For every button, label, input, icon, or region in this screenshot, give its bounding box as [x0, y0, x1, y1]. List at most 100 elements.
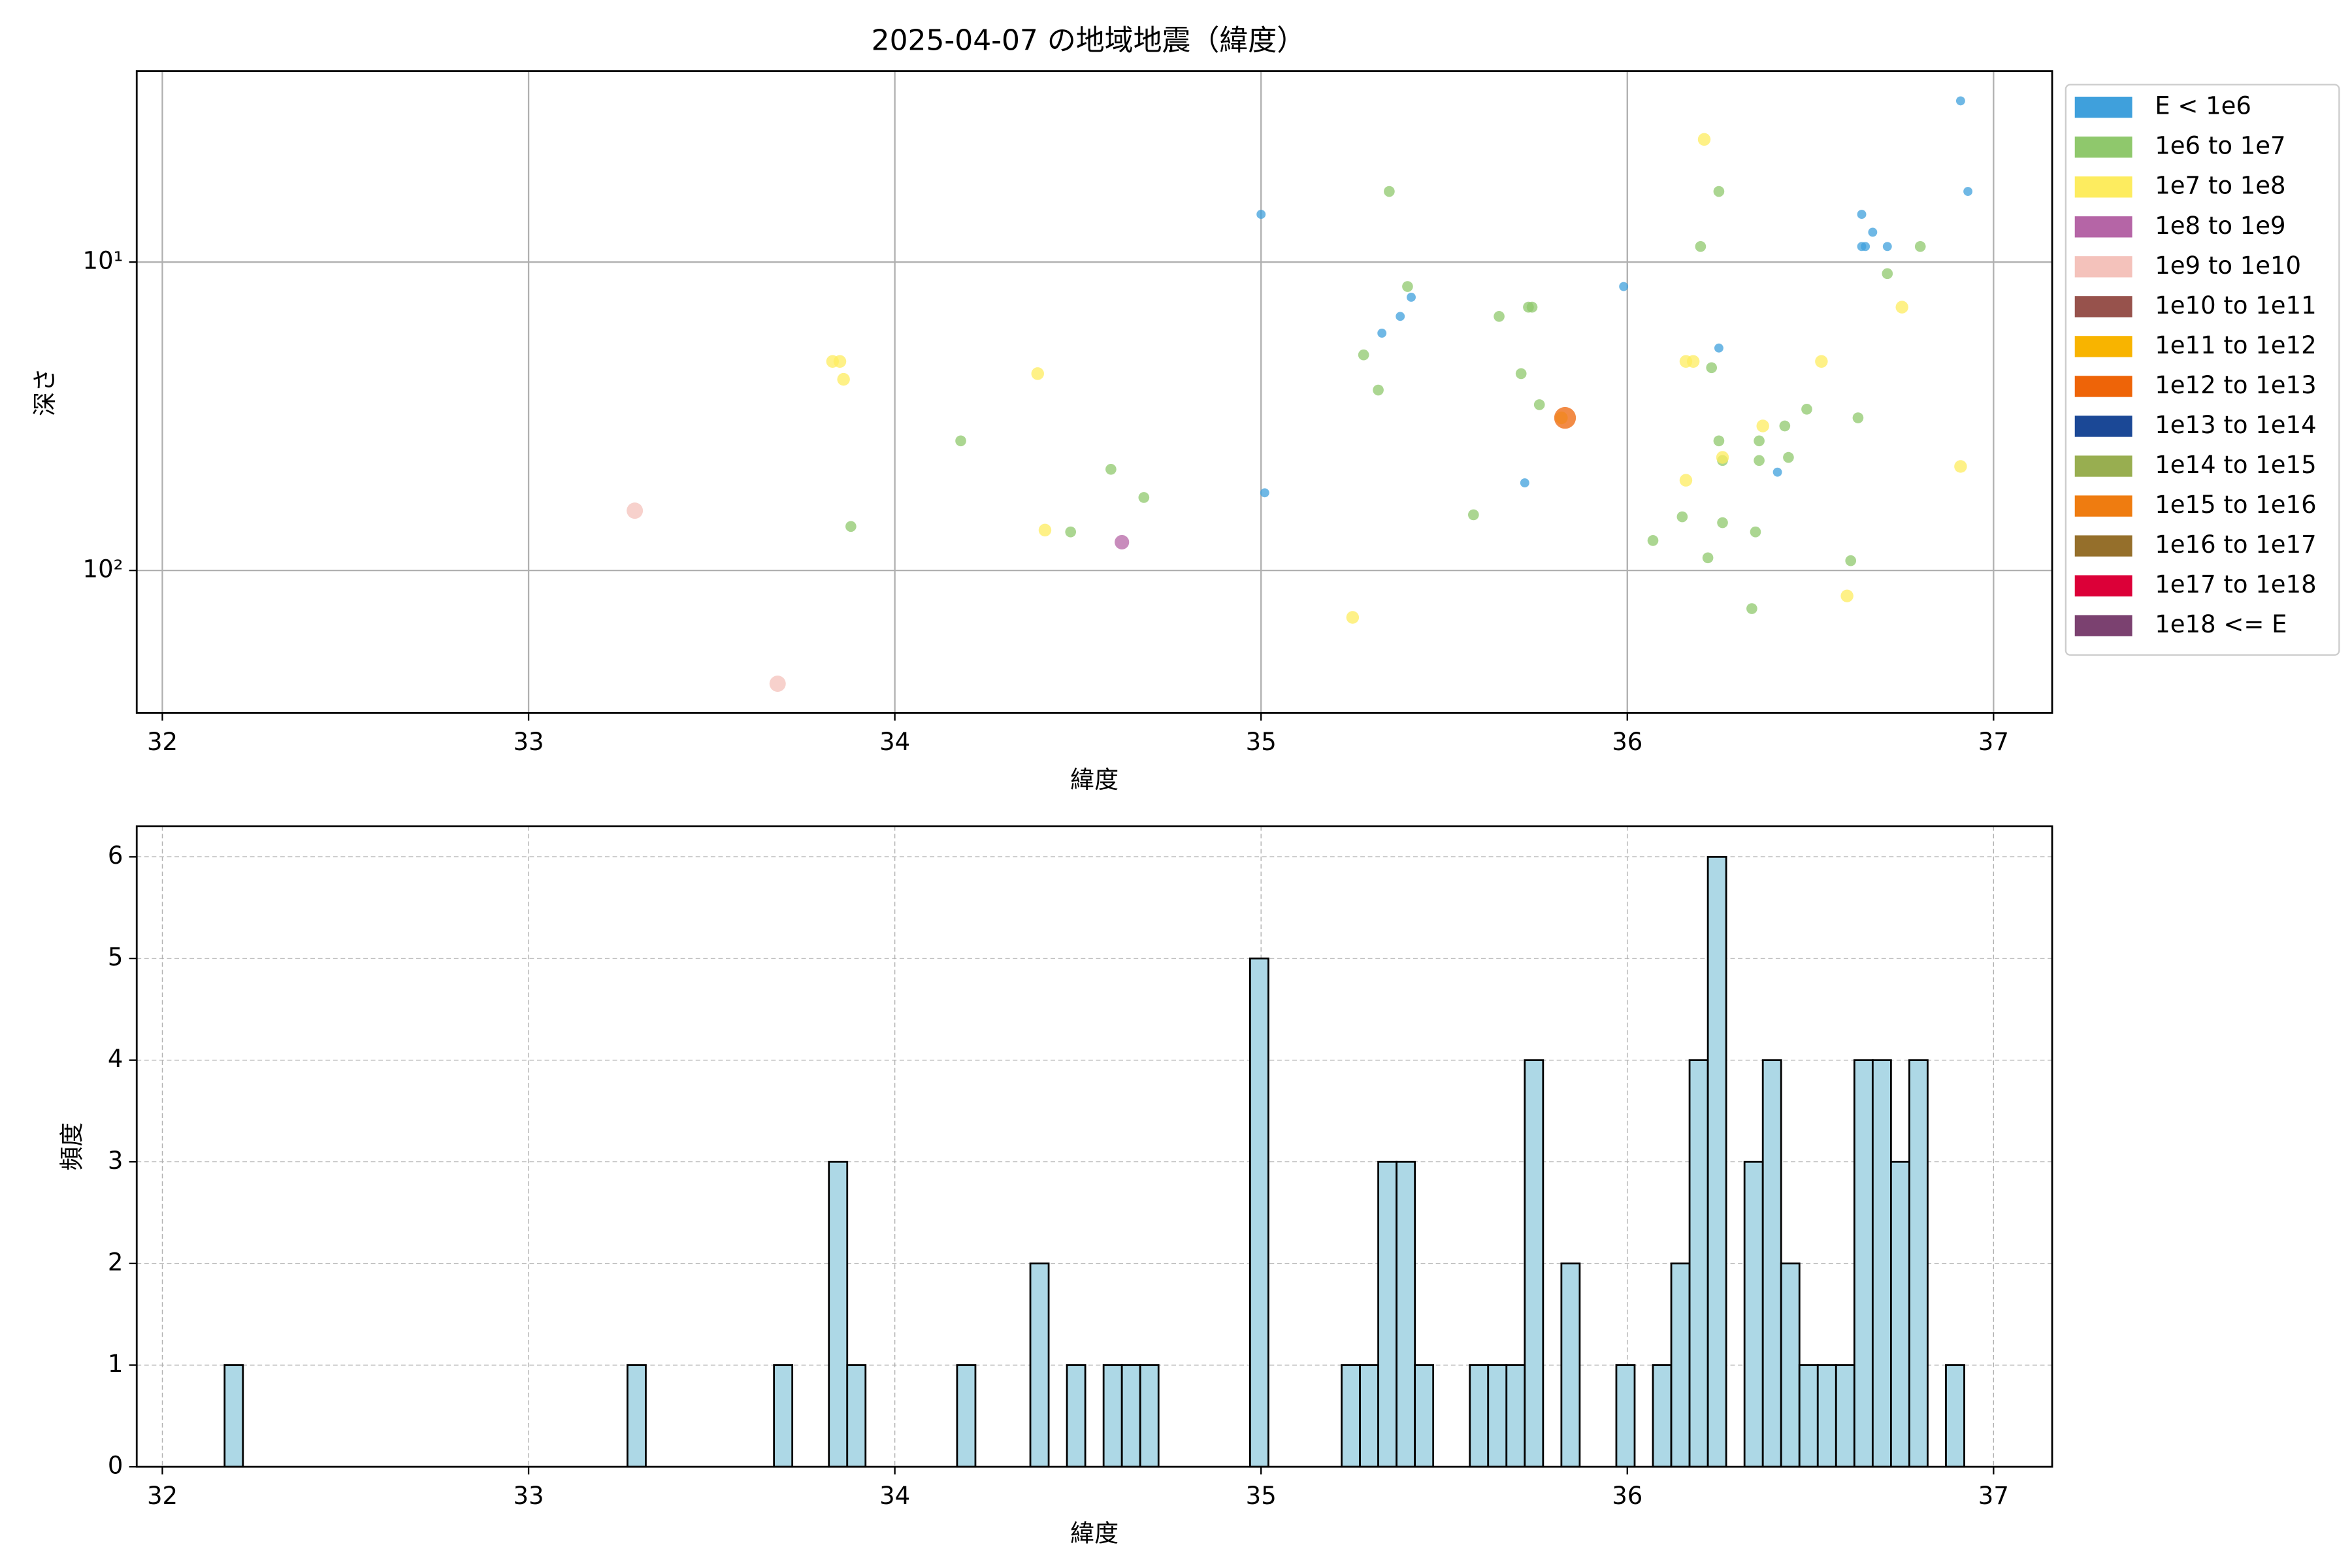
- scatter-point: [1695, 240, 1707, 252]
- x-tick-label: 36: [1612, 728, 1642, 756]
- x-axis-label: 緯度: [1070, 1520, 1119, 1548]
- x-tick-label: 36: [1612, 1482, 1642, 1510]
- x-tick-label: 35: [1246, 728, 1277, 756]
- legend-label: 1e11 to 1e12: [2155, 331, 2316, 359]
- legend-swatch: [2074, 336, 2132, 357]
- histogram-bar: [1396, 1160, 1416, 1468]
- histogram-bar: [1743, 1160, 1764, 1468]
- x-axis-label: 緯度: [1070, 766, 1119, 794]
- scatter-point: [769, 675, 786, 692]
- scatter-point: [1679, 474, 1693, 487]
- scatter-point: [1783, 451, 1794, 463]
- scatter-point: [1494, 310, 1505, 322]
- legend-label: 1e13 to 1e14: [2155, 411, 2316, 439]
- legend-swatch: [2074, 376, 2132, 397]
- scatter-point: [1686, 355, 1700, 368]
- scatter-point: [1868, 227, 1878, 237]
- scatter-point: [1713, 435, 1725, 447]
- scatter-point: [1702, 552, 1714, 564]
- chart-title: 2025-04-07 の地域地震（緯度）: [872, 24, 1306, 57]
- scatter-point: [1697, 133, 1711, 146]
- scatter-point: [1526, 301, 1538, 313]
- scatter-point: [1852, 412, 1864, 423]
- scatter-point: [1138, 492, 1150, 503]
- scatter-point: [1520, 478, 1529, 488]
- y-axis-label: 深さ: [31, 368, 59, 416]
- legend-label: 1e17 to 1e18: [2155, 570, 2316, 598]
- scatter-point: [1533, 399, 1545, 410]
- y-tick-label: 3: [108, 1147, 123, 1175]
- scatter-point: [627, 502, 644, 519]
- scatter-point: [1895, 301, 1908, 314]
- legend-swatch: [2074, 455, 2132, 477]
- scatter-point: [1346, 611, 1360, 624]
- scatter-point: [1717, 517, 1728, 529]
- scatter-point: [1754, 435, 1765, 447]
- histogram-bar: [1908, 1059, 1929, 1468]
- histogram-bar: [1414, 1364, 1435, 1468]
- y-tick-label: 10²: [83, 555, 123, 583]
- scatter-point: [1861, 242, 1870, 252]
- scatter-point: [1857, 210, 1867, 220]
- legend-swatch: [2074, 416, 2132, 437]
- histogram-bar: [1670, 1262, 1691, 1468]
- plot-frame: [135, 70, 2053, 714]
- histogram-bar: [1688, 1059, 1709, 1468]
- histogram-bar: [1359, 1364, 1379, 1468]
- histogram-bar: [1835, 1364, 1855, 1468]
- scatter-point: [1845, 555, 1857, 566]
- y-tick-label: 10¹: [83, 247, 123, 275]
- scatter-point: [1914, 240, 1926, 252]
- y-tick-label: 5: [108, 943, 123, 972]
- scatter-point: [1256, 210, 1266, 220]
- y-tick-label: 0: [108, 1452, 123, 1480]
- x-tick-label: 37: [1978, 728, 2009, 756]
- scatter-point: [1038, 523, 1052, 537]
- scatter-point: [1105, 464, 1117, 475]
- x-tick-label: 34: [879, 1482, 910, 1510]
- histogram-bar: [1249, 957, 1269, 1468]
- scatter-point: [1882, 242, 1892, 252]
- legend-label: 1e15 to 1e16: [2155, 491, 2316, 519]
- legend-label: 1e16 to 1e17: [2155, 531, 2316, 559]
- scatter-point: [1647, 535, 1659, 546]
- scatter-point: [833, 355, 847, 368]
- y-tick-label: 1: [108, 1350, 123, 1378]
- histogram-bar: [1377, 1160, 1398, 1468]
- histogram-bar: [956, 1364, 977, 1468]
- histogram-bar: [1524, 1059, 1544, 1468]
- histogram-bar: [1780, 1262, 1801, 1468]
- x-tick-label: 34: [879, 728, 910, 756]
- scatter-point: [1750, 526, 1761, 538]
- histogram-bar: [223, 1364, 244, 1468]
- histogram-bar: [1798, 1364, 1819, 1468]
- scatter-point: [1716, 451, 1729, 464]
- scatter-point: [845, 521, 857, 532]
- legend-swatch: [2074, 96, 2132, 118]
- scatter-point: [1260, 488, 1269, 498]
- legend-label: 1e12 to 1e13: [2155, 371, 2316, 399]
- scatter-point: [1963, 187, 1973, 196]
- histogram-bar: [1560, 1262, 1581, 1468]
- y-tick-label: 6: [108, 841, 123, 870]
- histogram-bar: [1505, 1364, 1526, 1468]
- scatter-point: [1402, 281, 1413, 292]
- scatter-point: [1779, 420, 1791, 432]
- histogram-bar: [1029, 1262, 1050, 1468]
- scatter-point: [1031, 367, 1044, 380]
- histogram-bar: [1707, 856, 1727, 1468]
- legend-swatch: [2074, 256, 2132, 278]
- histogram-bar: [1139, 1364, 1160, 1468]
- scatter-point: [1955, 96, 1965, 106]
- histogram-bar: [1066, 1364, 1086, 1468]
- histogram-bar: [1945, 1364, 1965, 1468]
- scatter-point: [1468, 509, 1479, 521]
- y-axis-label: 頻度: [58, 1122, 86, 1171]
- x-tick-label: 35: [1246, 1482, 1277, 1510]
- histogram-bar: [1102, 1364, 1123, 1468]
- histogram-bar: [627, 1364, 647, 1468]
- x-tick-label: 37: [1978, 1482, 2009, 1510]
